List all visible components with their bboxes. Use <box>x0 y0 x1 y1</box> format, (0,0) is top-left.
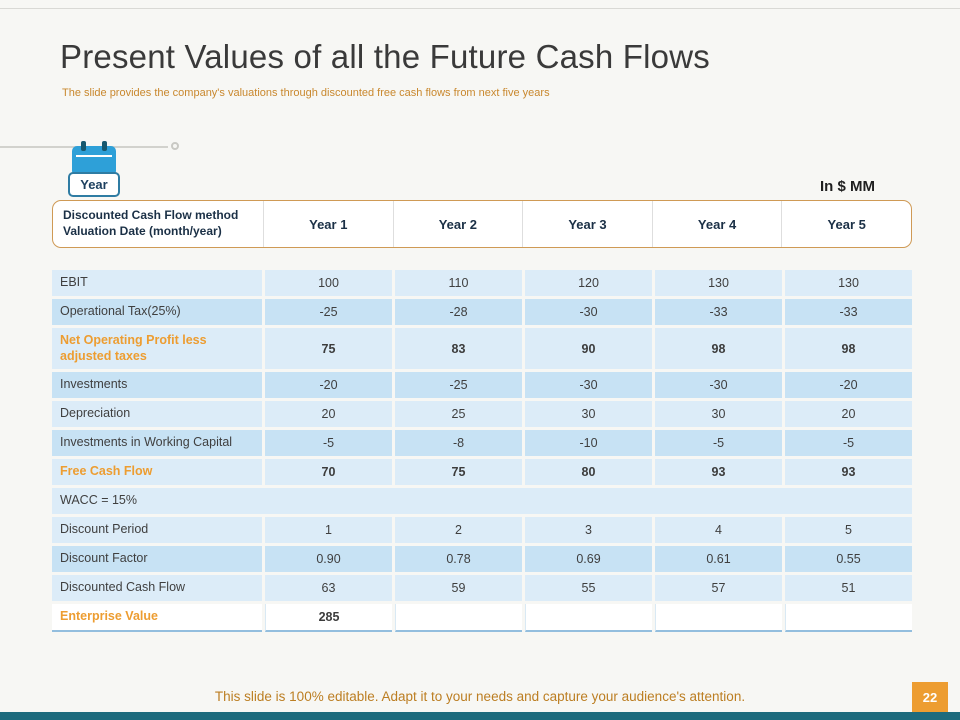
page-number-badge: 22 <box>912 682 948 712</box>
unit-label: In $ MM <box>820 178 875 195</box>
table-row: Free Cash Flow 70 75 80 93 93 <box>52 459 912 486</box>
row-label: Enterprise Value <box>52 604 262 632</box>
row-value: 30 <box>655 401 782 428</box>
row-label: Operational Tax(25%) <box>52 299 262 325</box>
row-label: Free Cash Flow <box>52 459 262 486</box>
row-value <box>655 604 782 632</box>
row-value: 120 <box>525 270 652 296</box>
column-header: Year 3 <box>522 201 652 247</box>
row-value: -5 <box>785 430 912 457</box>
row-label: Depreciation <box>52 401 262 428</box>
row-value: 285 <box>265 604 392 632</box>
row-value: 93 <box>785 459 912 486</box>
row-value: 130 <box>655 270 782 296</box>
row-value: 0.55 <box>785 546 912 573</box>
row-value: 100 <box>265 270 392 296</box>
row-value: 4 <box>655 517 782 544</box>
row-value: -33 <box>785 299 912 325</box>
row-value: -5 <box>265 430 392 457</box>
row-value: 25 <box>395 401 522 428</box>
row-value: 63 <box>265 575 392 602</box>
row-value: -28 <box>395 299 522 325</box>
row-value: 57 <box>655 575 782 602</box>
table-row: Net Operating Profit less adjusted taxes… <box>52 328 912 370</box>
row-value: -30 <box>525 299 652 325</box>
row-label: Discount Period <box>52 517 262 544</box>
row-value: -20 <box>785 372 912 399</box>
row-value: 30 <box>525 401 652 428</box>
table-row: Discounted Cash Flow 63 59 55 57 51 <box>52 575 912 602</box>
row-value: 0.78 <box>395 546 522 573</box>
row-label: Investments <box>52 372 262 399</box>
column-header: Year 1 <box>263 201 393 247</box>
row-value: 130 <box>785 270 912 296</box>
table-row: WACC = 15% <box>52 488 912 515</box>
row-value: 110 <box>395 270 522 296</box>
row-value <box>395 604 522 632</box>
table-header-label: Discounted Cash Flow method Valuation Da… <box>63 208 239 238</box>
row-value: 55 <box>525 575 652 602</box>
row-value: 20 <box>265 401 392 428</box>
row-value: -5 <box>655 430 782 457</box>
calendar-icon <box>72 141 116 176</box>
row-label: Investments in Working Capital <box>52 430 262 457</box>
column-header: Year 2 <box>392 201 523 247</box>
table-row: Investments -20 -25 -30 -30 -20 <box>52 372 912 399</box>
year-badge-label: Year <box>68 172 120 197</box>
row-value <box>525 604 652 632</box>
row-value: -30 <box>655 372 782 399</box>
timeline-marker <box>171 142 179 150</box>
row-value: -25 <box>395 372 522 399</box>
row-value: 59 <box>395 575 522 602</box>
column-header: Year 4 <box>651 201 782 247</box>
row-label: Discounted Cash Flow <box>52 575 262 602</box>
year-badge: Year <box>64 141 124 197</box>
table-row: EBIT 100 110 120 130 130 <box>52 270 912 296</box>
row-label: EBIT <box>52 270 262 296</box>
row-value: 90 <box>525 328 652 370</box>
column-header: Year 5 <box>781 201 911 247</box>
row-value: -8 <box>395 430 522 457</box>
row-value: 0.90 <box>265 546 392 573</box>
page-title: Present Values of all the Future Cash Fl… <box>60 38 710 75</box>
bottom-accent-bar <box>0 712 960 720</box>
row-value: -30 <box>525 372 652 399</box>
row-value: 75 <box>395 459 522 486</box>
row-value: 51 <box>785 575 912 602</box>
row-value: 83 <box>395 328 522 370</box>
table-row: Enterprise Value 285 <box>52 604 912 632</box>
row-value: 98 <box>655 328 782 370</box>
row-value: 0.61 <box>655 546 782 573</box>
row-value: 80 <box>525 459 652 486</box>
row-value: 0.69 <box>525 546 652 573</box>
row-label: Net Operating Profit less adjusted taxes <box>52 328 262 370</box>
row-value: 93 <box>655 459 782 486</box>
row-value: -10 <box>525 430 652 457</box>
table-row: Depreciation 20 25 30 30 20 <box>52 401 912 428</box>
top-divider <box>0 8 960 9</box>
row-value <box>785 604 912 632</box>
row-value: 20 <box>785 401 912 428</box>
table-row: Investments in Working Capital -5 -8 -10 -5-… <box>52 430 912 457</box>
row-value: 98 <box>785 328 912 370</box>
row-value: 5 <box>785 517 912 544</box>
row-value: 2 <box>395 517 522 544</box>
row-label: Discount Factor <box>52 546 262 573</box>
row-value: 1 <box>265 517 392 544</box>
row-value: -25 <box>265 299 392 325</box>
table-row: Operational Tax(25%) -25 -28 -30 -33 -33 <box>52 299 912 325</box>
page-subtitle: The slide provides the company's valuati… <box>62 87 550 99</box>
row-value: -33 <box>655 299 782 325</box>
cashflow-table: EBIT 100 110 120 130 130 Operational Tax(25%) -… <box>52 270 912 632</box>
row-label: WACC = 15% <box>52 488 912 515</box>
table-row: Discount Period 1 2 3 4 5 <box>52 517 912 544</box>
row-value: 75 <box>265 328 392 370</box>
footer-note: This slide is 100% editable. Adapt it to… <box>214 689 746 704</box>
row-value: 70 <box>265 459 392 486</box>
table-header-row: Discounted Cash Flow method Valuation Da… <box>52 200 912 248</box>
row-value: 3 <box>525 517 652 544</box>
row-value: -20 <box>265 372 392 399</box>
table-row: Discount Factor 0.90 0.78 0.69 0.61 0.55 <box>52 546 912 573</box>
